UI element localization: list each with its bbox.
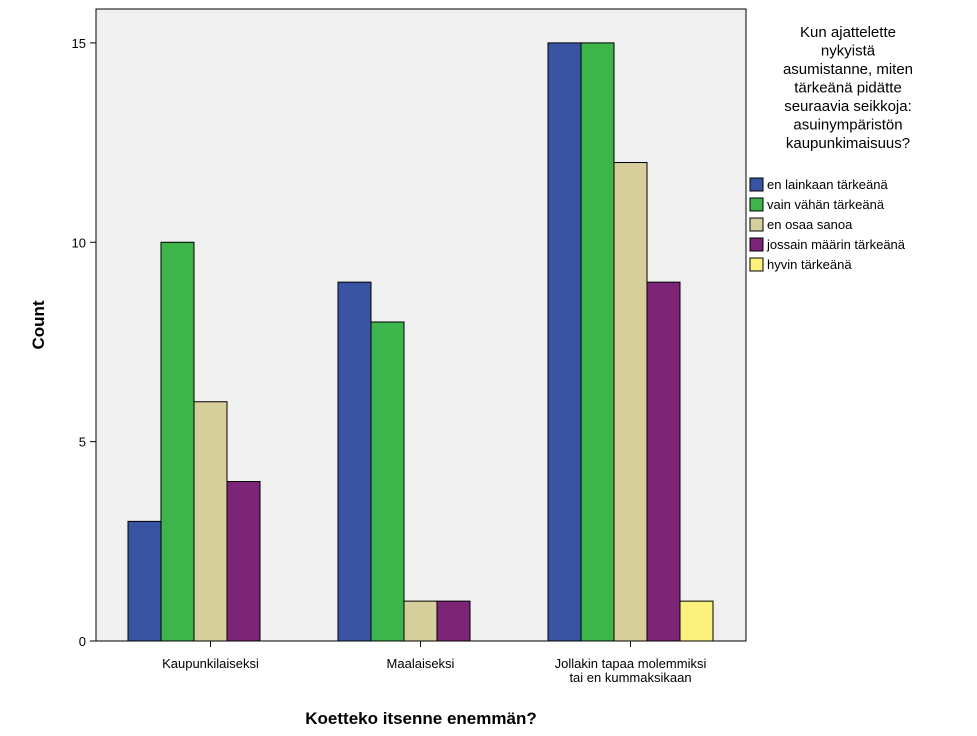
- bar: [547, 42, 582, 642]
- legend-title-line: asuinympäristön: [793, 117, 902, 134]
- y-axis-title: Count: [29, 300, 48, 349]
- legend-swatch: [749, 197, 764, 212]
- legend-swatch: [749, 217, 764, 232]
- bars-group: [127, 42, 714, 642]
- bar: [370, 321, 405, 642]
- legend-label: en lainkaan tärkeänä: [767, 177, 888, 192]
- legend-title-line: Kun ajattelette: [800, 24, 896, 41]
- y-tick-label: 5: [79, 435, 86, 450]
- x-tick-label: Maalaiseksi: [387, 656, 455, 671]
- legend-label: hyvin tärkeänä: [767, 257, 852, 272]
- x-tick-label: Kaupunkilaiseksi: [162, 656, 259, 671]
- legend-title-line: asumistanne, miten: [783, 61, 913, 78]
- bar: [613, 162, 648, 642]
- bar: [193, 401, 228, 642]
- legend-swatch: [749, 177, 764, 192]
- bar: [127, 520, 162, 642]
- legend-label: en osaa sanoa: [767, 217, 853, 232]
- x-tick-label: Jollakin tapaa molemmiksi tai en kummaksi…: [555, 656, 707, 685]
- y-tick-label: 10: [72, 235, 86, 250]
- x-axis: Kaupunkilaiseksi Maalaiseksi Jollakin tapa…: [162, 641, 706, 685]
- y-axis: 0 5 10 15: [72, 36, 96, 649]
- bar: [436, 600, 471, 642]
- bar: [160, 241, 195, 642]
- legend-title-line: seuraavia seikkoja:: [784, 98, 912, 115]
- legend-title-line: nykyistä: [821, 43, 876, 60]
- bar: [403, 600, 438, 642]
- bar: [337, 281, 372, 642]
- bar: [646, 281, 681, 642]
- bar: [226, 481, 261, 642]
- x-axis-title: Koetteko itsenne enemmän?: [305, 709, 536, 728]
- legend-swatch: [749, 237, 764, 252]
- y-tick-label: 0: [79, 634, 86, 649]
- legend-swatch: [749, 257, 764, 272]
- legend-label: jossain määrin tärkeänä: [766, 237, 906, 252]
- y-tick-label: 15: [72, 36, 86, 51]
- legend-label: vain vähän tärkeänä: [767, 197, 885, 212]
- bar: [679, 600, 714, 642]
- bar: [580, 42, 615, 642]
- legend-title-line: kaupunkimaisuus?: [786, 135, 910, 152]
- legend-title-line: tärkeänä pidätte: [794, 80, 902, 97]
